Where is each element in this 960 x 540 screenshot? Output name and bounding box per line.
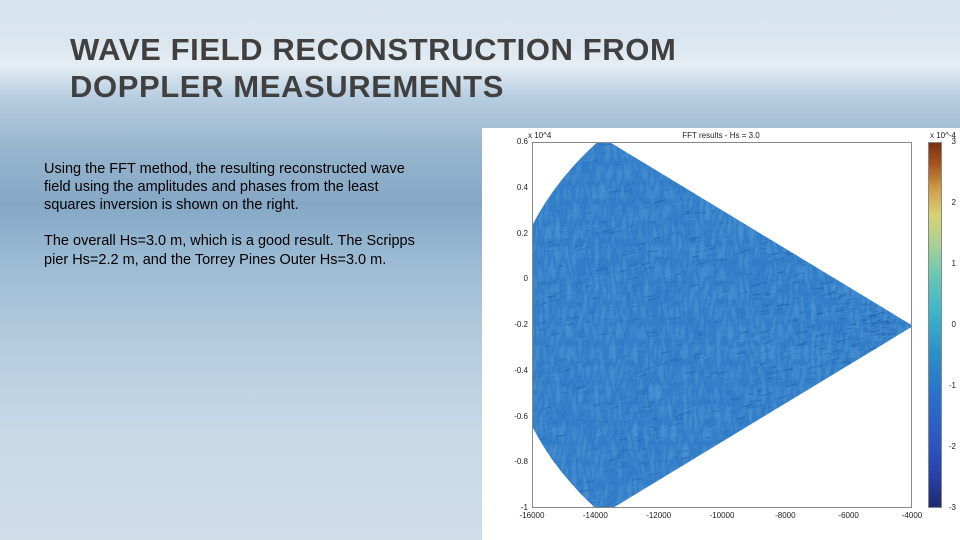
title-line-2: DOPPLER MEASUREMENTS — [70, 69, 504, 104]
x-tick: -4000 — [902, 511, 922, 520]
title-line-1: WAVE FIELD RECONSTRUCTION FROM — [70, 32, 676, 67]
y-tick: -0.8 — [504, 457, 528, 466]
colorbar-tick: 1 — [952, 259, 956, 268]
y-tick: -0.2 — [504, 320, 528, 329]
paragraph-2: The overall Hs=3.0 m, which is a good re… — [44, 232, 434, 268]
plot-area — [532, 142, 912, 508]
wave-field-chart: FFT results - Hs = 3.0 x 10^4 x 10^-4 — [482, 128, 960, 540]
x-tick: -14000 — [583, 511, 608, 520]
colorbar-tick: -2 — [949, 442, 956, 451]
slide: WAVE FIELD RECONSTRUCTION FROM DOPPLER M… — [0, 0, 960, 540]
y-tick: 0.6 — [504, 137, 528, 146]
colorbar — [928, 142, 942, 508]
y-tick: -0.6 — [504, 412, 528, 421]
chart-title: FFT results - Hs = 3.0 — [482, 131, 960, 140]
y-axis-exponent: x 10^4 — [528, 131, 551, 140]
y-tick: 0 — [504, 274, 528, 283]
sector-plot — [533, 143, 912, 508]
colorbar-tick: 0 — [952, 320, 956, 329]
y-tick: -0.4 — [504, 366, 528, 375]
slide-title: WAVE FIELD RECONSTRUCTION FROM DOPPLER M… — [70, 32, 900, 105]
colorbar-tick: -1 — [949, 381, 956, 390]
colorbar-tick: 2 — [952, 198, 956, 207]
colorbar-tick: -3 — [949, 503, 956, 512]
x-tick: -12000 — [646, 511, 671, 520]
y-tick: 0.4 — [504, 183, 528, 192]
x-tick: -6000 — [838, 511, 858, 520]
y-tick: 0.2 — [504, 229, 528, 238]
x-tick: -10000 — [710, 511, 735, 520]
body-text: Using the FFT method, the resulting reco… — [44, 160, 434, 287]
x-tick: -16000 — [520, 511, 545, 520]
paragraph-1: Using the FFT method, the resulting reco… — [44, 160, 434, 214]
colorbar-tick: 3 — [952, 137, 956, 146]
x-tick: -8000 — [775, 511, 795, 520]
